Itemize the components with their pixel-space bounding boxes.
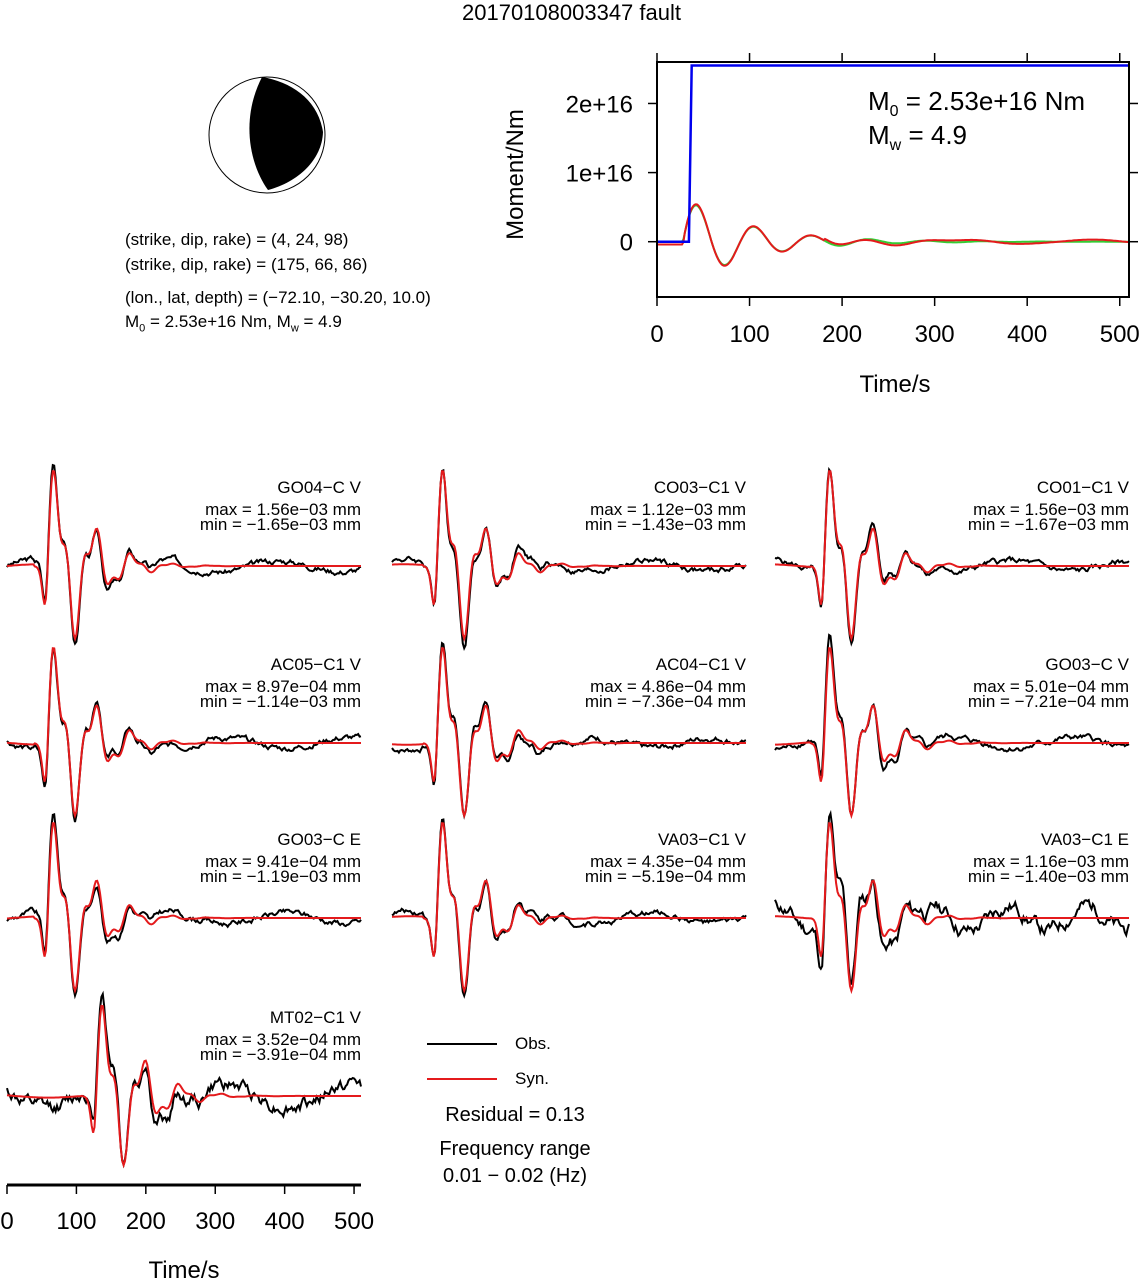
- waveform-synthetic: [774, 470, 1129, 643]
- waveform-x-tick-label: 200: [126, 1208, 166, 1235]
- waveform-x-axis-label: Time/s: [148, 1257, 219, 1281]
- stf-m0-annotation: M0 = 2.53e+16 Nm: [868, 86, 1086, 121]
- station-max-label: max = 1.56e−03 mm: [205, 500, 361, 519]
- station-max-label: max = 8.97e−04 mm: [205, 677, 361, 696]
- station-min-label: min = −1.40e−03 mm: [968, 867, 1129, 886]
- waveform-synthetic: [6, 822, 361, 995]
- waveform-x-tick-label: 300: [195, 1208, 235, 1235]
- stf-y-tick-label: 1e+16: [566, 161, 633, 188]
- station-name-label: GO03−C V: [1045, 655, 1129, 674]
- waveform-x-tick-label: 500: [334, 1208, 374, 1235]
- stf-x-tick-label: 300: [915, 321, 955, 348]
- waveform-x-tick-label: 0: [0, 1208, 13, 1235]
- hypocenter-location: (lon., lat, depth) = (−72.10, −30.20, 10…: [125, 288, 431, 307]
- station-min-label: min = −1.14e−03 mm: [200, 692, 361, 711]
- station-name-label: MT02−C1 V: [270, 1008, 362, 1027]
- station-name-label: AC05−C1 V: [271, 655, 362, 674]
- waveform-synthetic: [6, 647, 361, 820]
- legend-obs-label: Obs.: [515, 1034, 551, 1053]
- waveform-synthetic: [775, 822, 1129, 995]
- station-min-label: min = −5.19e−04 mm: [585, 867, 746, 886]
- stf-y-axis-label: Moment/Nm: [502, 109, 529, 240]
- stf-x-axis-label: Time/s: [859, 371, 930, 398]
- station-min-label: min = −1.19e−03 mm: [200, 867, 361, 886]
- waveform-x-tick-label: 100: [56, 1208, 96, 1235]
- station-name-label: CO01−C1 V: [1037, 478, 1130, 497]
- station-name-label: GO04−C V: [277, 478, 361, 497]
- frequency-range-value: 0.01 − 0.02 (Hz): [443, 1165, 587, 1187]
- waveform-observed: [391, 468, 747, 652]
- waveform-synthetic: [391, 822, 746, 995]
- station-max-label: max = 3.52e−04 mm: [205, 1030, 361, 1049]
- station-name-label: GO03−C E: [277, 830, 361, 849]
- stf-x-tick-label: 100: [730, 321, 770, 348]
- stf-x-tick-label: 400: [1007, 321, 1047, 348]
- nodal-plane-2: (strike, dip, rake) = (175, 66, 86): [125, 255, 368, 274]
- stf-x-tick-label: 0: [650, 321, 663, 348]
- station-max-label: max = 1.16e−03 mm: [973, 852, 1129, 871]
- residual-label: Residual = 0.13: [445, 1104, 585, 1126]
- figure-title: 20170108003347 fault: [462, 0, 681, 25]
- waveform-synthetic: [391, 647, 746, 820]
- stf-cumulative-moment-curve: [657, 64, 1129, 243]
- stf-y-tick-label: 2e+16: [566, 91, 633, 118]
- station-name-label: CO03−C1 V: [654, 478, 747, 497]
- stf-x-tick-label: 200: [822, 321, 862, 348]
- waveform-synthetic: [6, 470, 361, 643]
- station-max-label: max = 4.86e−04 mm: [590, 677, 746, 696]
- station-min-label: min = −1.43e−03 mm: [585, 515, 746, 534]
- station-min-label: min = −7.36e−04 mm: [585, 692, 746, 711]
- waveform-synthetic: [775, 647, 1129, 820]
- moment-summary: M0 = 2.53e+16 Nm, Mw = 4.9: [125, 312, 342, 335]
- waveform-synthetic: [6, 1004, 361, 1169]
- station-max-label: max = 9.41e−04 mm: [205, 852, 361, 871]
- stf-y-tick-label: 0: [620, 230, 633, 257]
- station-max-label: max = 1.12e−03 mm: [590, 500, 746, 519]
- waveform-synthetic: [391, 470, 746, 643]
- station-name-label: AC04−C1 V: [656, 655, 747, 674]
- station-name-label: VA03−C1 E: [1041, 830, 1129, 849]
- station-max-label: max = 5.01e−04 mm: [973, 677, 1129, 696]
- stf-mw-annotation: Mw = 4.9: [868, 120, 968, 155]
- stf-plot-frame: [656, 61, 1130, 298]
- station-max-label: max = 4.35e−04 mm: [590, 852, 746, 871]
- station-min-label: min = −1.67e−03 mm: [968, 515, 1129, 534]
- station-max-label: max = 1.56e−03 mm: [973, 500, 1129, 519]
- station-min-label: min = −1.65e−03 mm: [200, 515, 361, 534]
- stf-x-tick-label: 500: [1100, 321, 1140, 348]
- station-min-label: min = −3.91e−04 mm: [200, 1045, 361, 1064]
- stf-rate-curve-red: [657, 203, 1129, 267]
- waveform-observed: [6, 648, 362, 823]
- waveform-x-tick-label: 400: [265, 1208, 305, 1235]
- nodal-plane-1: (strike, dip, rake) = (4, 24, 98): [125, 230, 349, 249]
- frequency-range-label: Frequency range: [439, 1138, 591, 1160]
- legend-syn-label: Syn.: [515, 1069, 550, 1088]
- station-name-label: VA03−C1 V: [658, 830, 747, 849]
- station-min-label: min = −7.21e−04 mm: [968, 692, 1129, 711]
